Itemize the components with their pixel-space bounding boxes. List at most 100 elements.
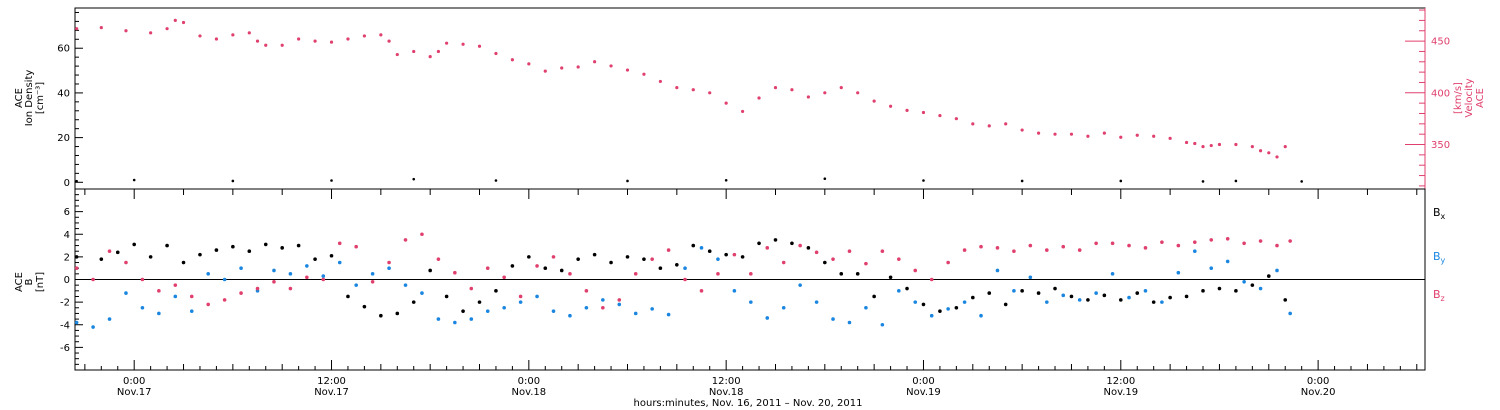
bx-point [132, 242, 136, 247]
bz-point [305, 275, 309, 280]
by-point [633, 311, 638, 316]
bx-point [1151, 300, 1156, 304]
by-point [321, 274, 326, 278]
bx-point [379, 313, 383, 318]
bx-point [1020, 289, 1024, 293]
time-tick-label: 0:00 [518, 376, 540, 387]
time-tick-date: Nov.17 [117, 387, 152, 398]
bx-point [740, 255, 745, 259]
by-point [1028, 275, 1033, 280]
top-frame-rect [74, 7, 1426, 190]
bz-point [1012, 249, 1016, 254]
density-tick-label: 0 [64, 178, 70, 189]
bz-point [929, 277, 934, 282]
velocity-point [905, 108, 909, 112]
bottom-panel-points [74, 232, 1292, 329]
field-legend: Bx By Bz [1433, 206, 1446, 303]
bz-point [601, 305, 605, 310]
velocity-point [264, 43, 268, 47]
by-point [995, 268, 1000, 273]
velocity-point [642, 72, 646, 76]
bz-point [288, 286, 293, 291]
velocity-point [1267, 151, 1271, 155]
bz-point [633, 272, 638, 276]
velocity-point [412, 49, 416, 54]
bz-point [535, 264, 539, 268]
bz-point [781, 260, 786, 265]
density-point [494, 179, 498, 182]
bz-point [387, 260, 391, 265]
by-point [74, 320, 79, 325]
by-point [1288, 311, 1292, 316]
velocity-point [1283, 144, 1287, 149]
bz-point [946, 260, 950, 265]
field-axis: -6 -4 -2 0 2 4 6 [60, 188, 1425, 371]
by-point [420, 291, 424, 295]
bz-point [962, 248, 967, 252]
bz-point [847, 249, 852, 254]
time-tick-date: Nov.17 [314, 387, 349, 398]
velocity-point [1193, 141, 1197, 146]
bz-point [206, 302, 210, 307]
velocity-point [1135, 133, 1139, 137]
by-point [222, 277, 227, 282]
by-point [732, 289, 737, 293]
bx-point [625, 255, 630, 259]
bx-point [74, 255, 79, 259]
by-point [1192, 249, 1197, 254]
density-point [231, 179, 235, 183]
bx-point [1003, 302, 1008, 307]
by-point [370, 272, 375, 276]
by-point [913, 300, 918, 304]
velocity-point [1184, 140, 1189, 145]
velocity-point [181, 20, 186, 25]
by-point [1110, 272, 1115, 276]
bx-point [609, 260, 613, 265]
bz-point [157, 289, 161, 293]
velocity-point [741, 109, 745, 114]
by-point [387, 266, 391, 270]
velocity-point [872, 99, 876, 103]
bz-point [1176, 243, 1181, 248]
velocity-point [576, 65, 580, 69]
by-point [1225, 259, 1230, 264]
bx-point [872, 294, 876, 299]
by-point [568, 313, 572, 318]
field-tick-label: 6 [64, 207, 70, 218]
velocity-point [313, 39, 317, 43]
bx-point [773, 238, 778, 242]
time-tick-date: Nov.18 [512, 387, 547, 398]
bx-point [527, 255, 531, 259]
density-axis-label: ACE Ion Density [cm⁻³] [14, 70, 46, 127]
density-point [1119, 179, 1123, 183]
bx-point [362, 304, 367, 309]
x-axis-title: hours:minutes, Nov. 16, 2011 – Nov. 20, … [634, 398, 863, 409]
by-point [650, 307, 654, 311]
velocity-point [658, 79, 662, 84]
bx-point [313, 257, 317, 261]
bz-point [337, 241, 342, 246]
bz-point [140, 277, 145, 282]
density-point [1020, 179, 1024, 183]
velocity-point [921, 110, 926, 115]
by-point [403, 283, 408, 287]
density-tick-label: 40 [57, 88, 70, 99]
velocity-point [445, 41, 449, 45]
velocity-point [724, 101, 728, 105]
velocity-point [198, 34, 202, 38]
bx-point [296, 243, 301, 248]
by-point [584, 305, 589, 310]
bz-point [518, 294, 523, 299]
by-point [1077, 298, 1082, 302]
bz-point [1192, 240, 1197, 244]
velocity-label-line2: Velocity [1464, 78, 1475, 117]
velocity-point [214, 37, 219, 41]
bz-point [1143, 246, 1148, 250]
bx-point [1135, 291, 1140, 295]
velocity-point [247, 31, 251, 35]
velocity-point [888, 104, 893, 108]
bx-point [1184, 294, 1189, 299]
velocity-axis-label: ACE Velocity [km/s] [1453, 78, 1486, 117]
density-point [724, 178, 728, 182]
velocity-series [75, 18, 1287, 159]
